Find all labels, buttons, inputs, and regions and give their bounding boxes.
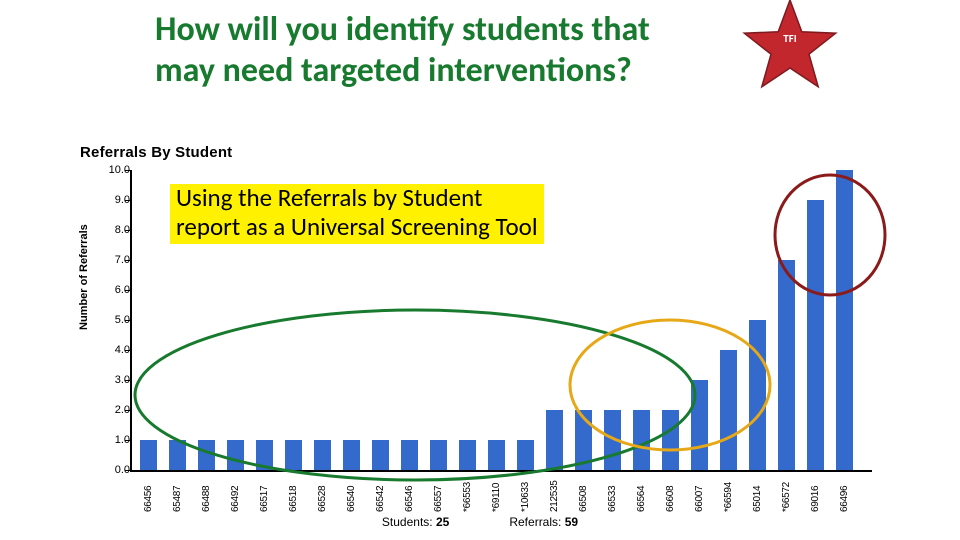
tfi-star (740, 0, 840, 98)
highlight-line-2: report as a Universal Screening Tool (176, 211, 538, 242)
bar (691, 380, 708, 470)
page-title: How will you identify students that may … (155, 10, 655, 92)
xtick-label: 66496 (839, 486, 850, 512)
bar (227, 440, 244, 470)
bar (749, 320, 766, 470)
xtick-label: 65014 (752, 486, 763, 512)
bar (604, 410, 621, 470)
bar (517, 440, 534, 470)
bar (343, 440, 360, 470)
footer-referrals-value: 59 (565, 515, 578, 529)
xtick-label: *66553 (462, 482, 473, 512)
bar (662, 410, 679, 470)
bar (807, 200, 824, 470)
xtick-label: 66007 (694, 486, 705, 512)
xtick-label: *66572 (781, 482, 792, 512)
xtick-label: 66456 (143, 486, 154, 512)
xtick-label: 66557 (433, 486, 444, 512)
xtick-label: 66546 (404, 486, 415, 512)
bar (720, 350, 737, 470)
xtick-label: 66492 (230, 486, 241, 512)
xtick-label: *10633 (520, 482, 531, 512)
bar (546, 410, 563, 470)
bar (575, 410, 592, 470)
footer-referrals-label: Referrals: (509, 515, 561, 529)
tfi-star-label: TFI (765, 32, 815, 45)
bar (633, 410, 650, 470)
bar (372, 440, 389, 470)
xtick-label: 66608 (665, 486, 676, 512)
xtick-label: 66518 (288, 486, 299, 512)
xtick-label: 212535 (549, 480, 560, 512)
bar (430, 440, 447, 470)
star-icon (740, 0, 840, 98)
xtick-label: 66540 (346, 486, 357, 512)
chart-title: Referrals By Student (80, 144, 232, 161)
chart-footer: Students: 25 Referrals: 59 (0, 515, 960, 529)
bar (169, 440, 186, 470)
bar (140, 440, 157, 470)
bar (285, 440, 302, 470)
xtick-label: 66533 (607, 486, 618, 512)
bar (314, 440, 331, 470)
xtick-label: *66594 (723, 482, 734, 512)
bar (836, 170, 853, 470)
xtick-label: 65487 (172, 486, 183, 512)
bar (778, 260, 795, 470)
xtick-label: 69016 (810, 486, 821, 512)
highlight-callout: Using the Referrals by Student report as… (170, 184, 544, 244)
highlight-line-1: Using the Referrals by Student (176, 182, 482, 213)
xtick-label: 66488 (201, 486, 212, 512)
bar (459, 440, 476, 470)
xtick-label: 66517 (259, 486, 270, 512)
bar (488, 440, 505, 470)
xtick-label: 66542 (375, 486, 386, 512)
footer-students-value: 25 (436, 515, 449, 529)
chart-ylabel: Number of Referrals (78, 224, 90, 330)
bar (256, 440, 273, 470)
xtick-label: *69110 (491, 483, 502, 512)
xtick-label: 66508 (578, 486, 589, 512)
bar (401, 440, 418, 470)
xtick-label: 66564 (636, 486, 647, 512)
bar (198, 440, 215, 470)
xtick-label: 66528 (317, 486, 328, 512)
footer-students-label: Students: (382, 515, 433, 529)
